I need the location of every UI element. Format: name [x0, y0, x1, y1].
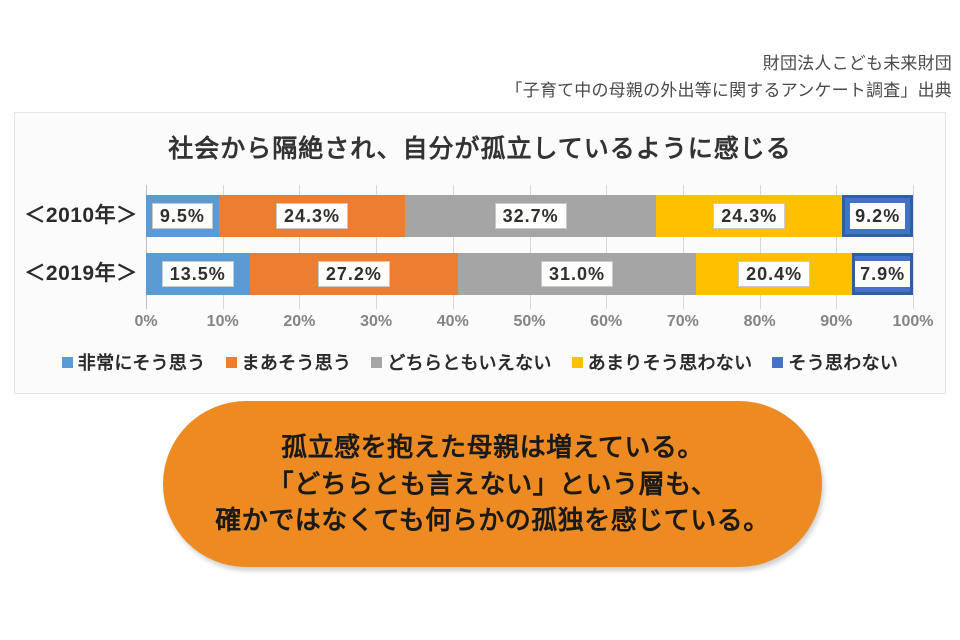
bar-segment-value-label: 24.3% — [276, 202, 349, 230]
legend-item[interactable]: 非常にそう思う — [61, 349, 206, 375]
source-attribution: 財団法人こども未来財団 「子育て中の母親の外出等に関するアンケート調査」出典 — [232, 52, 952, 103]
x-axis-tick-label: 40% — [436, 313, 469, 330]
bar-segment-value-label: 7.9% — [855, 260, 911, 288]
legend-item[interactable]: まあそう思う — [225, 349, 352, 375]
legend-item[interactable]: どちらともいえない — [371, 349, 551, 375]
bar-row-label-2010: ＜2010年＞ — [24, 204, 138, 227]
bar-segment[interactable]: 9.2% — [842, 195, 913, 237]
x-axis-tick-label: 100% — [892, 313, 934, 330]
chart-x-axis: 0% 10% 20% 30% 40% 50% 60% 70% 80% 90% 100% — [134, 313, 933, 337]
legend-swatch-icon — [571, 356, 583, 368]
legend-item[interactable]: そう思わない — [772, 349, 898, 375]
legend-swatch-icon — [371, 356, 383, 368]
legend-label: まあそう思う — [241, 353, 352, 373]
bar-segment-value-label: 32.7% — [494, 202, 567, 230]
summary-callout: 孤立感を抱えた母親は増えている。 「どちらとも言えない」という層も、 確かではな… — [163, 401, 822, 567]
bar-segment[interactable]: 31.0% — [458, 253, 696, 295]
bar-segment-value-label: 20.4% — [738, 260, 811, 288]
legend-swatch-icon — [225, 356, 237, 368]
legend-swatch-icon — [61, 356, 73, 368]
legend-label: そう思わない — [788, 353, 899, 373]
bar-segment[interactable]: 27.2% — [249, 253, 459, 295]
x-axis-tick-label: 10% — [206, 313, 239, 330]
x-axis-tick-label: 0% — [134, 313, 158, 330]
x-axis-tick-label: 60% — [590, 313, 623, 330]
legend-label: あまりそう思わない — [587, 353, 753, 373]
bar-segment[interactable]: 9.5% — [146, 195, 219, 237]
bar-segment-value-label: 13.5% — [161, 260, 234, 288]
gridline-100 — [913, 185, 914, 309]
bar-segment[interactable]: 24.3% — [656, 195, 843, 237]
bar-row-2010[interactable]: ＜2010年＞ 9.5% 24.3% 32.7% 24.3% 9.2% — [24, 195, 913, 237]
legend-label: 非常にそう思う — [77, 353, 206, 373]
x-axis-tick-label: 90% — [820, 313, 853, 330]
x-axis-tick-label: 70% — [666, 313, 699, 330]
x-axis-tick-label: 50% — [513, 313, 546, 330]
bar-segment[interactable]: 7.9% — [852, 253, 913, 295]
bar-segment-value-label: 27.2% — [317, 260, 390, 288]
legend-item[interactable]: あまりそう思わない — [571, 349, 753, 375]
chart-title: 社会から隔絶され、自分が孤立しているように感じる — [168, 135, 792, 163]
chart-plot-area: ＜2010年＞ 9.5% 24.3% 32.7% 24.3% 9.2% ＜2019年＞ … — [24, 185, 914, 309]
summary-callout-line-1: 孤立感を抱えた母親は増えている。 — [281, 431, 704, 462]
bar-segment-value-label: 9.5% — [151, 202, 213, 230]
bar-segment-value-label: 9.2% — [850, 202, 906, 230]
bar-row-2019[interactable]: ＜2019年＞ 13.5% 27.2% 31.0% 20.4% 7.9% — [24, 253, 913, 295]
x-axis-tick-label: 20% — [283, 313, 316, 330]
chart-legend: 非常にそう思う まあそう思う どちらともいえない あまりそう思わない そう思わない — [15, 349, 945, 375]
bar-row-label-2019: ＜2019年＞ — [24, 262, 138, 285]
chart-panel: 社会から隔絶され、自分が孤立しているように感じる ＜2010年＞ 9.5% 24.… — [14, 112, 946, 394]
x-axis-tick-label: 30% — [360, 313, 393, 330]
x-axis-tick-label: 80% — [743, 313, 776, 330]
bar-segment[interactable]: 32.7% — [405, 195, 657, 237]
summary-callout-line-3: 確かではなくても何らかの孤独を感じている。 — [215, 505, 770, 536]
source-line-survey: 「子育て中の母親の外出等に関するアンケート調査」出典 — [505, 80, 952, 100]
legend-label: どちらともいえない — [387, 353, 552, 373]
bar-segment-value-label: 31.0% — [541, 260, 614, 288]
summary-callout-line-2: 「どちらとも言えない」という層も、 — [267, 468, 718, 499]
bar-segment[interactable]: 20.4% — [695, 253, 853, 295]
bar-segment[interactable]: 13.5% — [146, 253, 250, 295]
bar-segment-value-label: 24.3% — [713, 202, 786, 230]
source-line-organization: 財団法人こども未来財団 — [762, 54, 952, 73]
bar-segment[interactable]: 24.3% — [218, 195, 406, 237]
legend-swatch-icon — [772, 356, 784, 368]
